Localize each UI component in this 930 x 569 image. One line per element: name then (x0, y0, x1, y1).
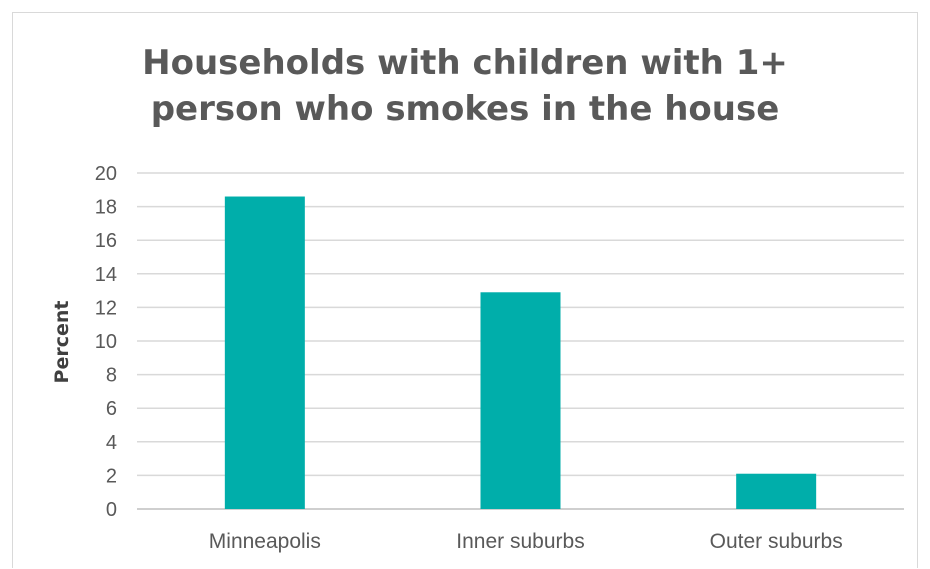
y-tick-label: 2 (106, 465, 117, 487)
y-tick-label: 8 (106, 365, 117, 387)
bar (480, 292, 561, 509)
chart-title-line-2: person who smokes in the house (150, 89, 780, 129)
bar (736, 473, 817, 509)
y-tick-label: 12 (95, 297, 117, 319)
y-tick-label: 16 (95, 230, 117, 252)
chart-title: Households with children with 1+ person … (0, 40, 930, 132)
y-tick-label: 6 (106, 398, 117, 420)
y-tick-label: 0 (106, 499, 117, 521)
y-tick-label: 18 (95, 197, 117, 219)
bars (224, 196, 817, 509)
x-category-label: Inner suburbs (456, 530, 584, 553)
bar (224, 196, 305, 509)
chart-title-line-1: Households with children with 1+ (142, 43, 788, 83)
y-tick-label: 10 (95, 331, 117, 353)
y-tick-label: 14 (95, 264, 117, 286)
y-tick-label: 20 (95, 163, 117, 185)
y-tick-label: 4 (106, 432, 117, 454)
x-axis-labels: Minneapolis Inner suburbs Outer suburbs (209, 530, 843, 553)
chart-frame (12, 12, 918, 568)
y-axis-label: Percent (51, 301, 73, 384)
x-category-label: Minneapolis (209, 530, 321, 553)
y-axis-ticks: 0 2 4 6 8 10 12 14 16 18 20 (95, 163, 117, 521)
x-category-label: Outer suburbs (710, 530, 843, 553)
